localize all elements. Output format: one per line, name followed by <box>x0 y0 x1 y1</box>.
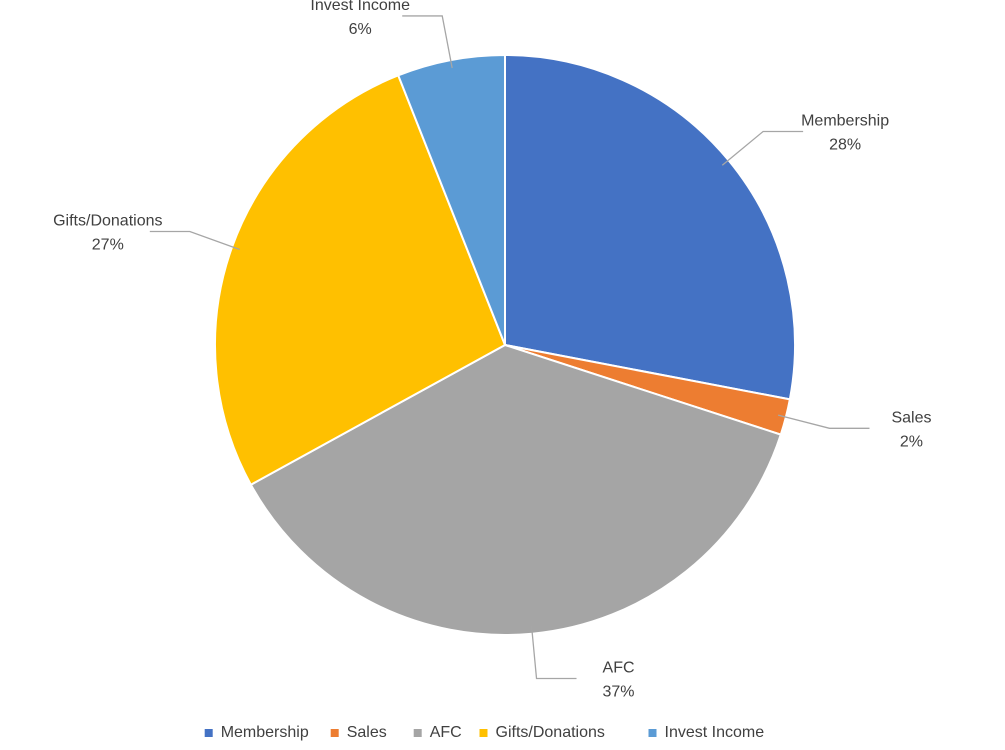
data-label: 6% <box>349 21 372 38</box>
legend-swatch <box>330 729 339 737</box>
legend-label: Gifts/Donations <box>496 724 605 741</box>
data-label-name: Membership <box>801 113 889 130</box>
legend-label: Membership <box>221 724 309 741</box>
legend-label: AFC <box>430 724 462 741</box>
data-label-name: AFC <box>603 660 635 677</box>
leader-line <box>777 414 870 429</box>
leader-line <box>530 625 577 680</box>
legend-swatch <box>479 729 488 737</box>
leader-line <box>721 130 804 166</box>
leader-line <box>149 230 240 251</box>
legend-label: Sales <box>347 724 387 741</box>
legend-swatch <box>413 729 422 737</box>
legend-label: Invest Income <box>665 724 765 741</box>
legend-swatch <box>204 729 213 737</box>
data-label-name: Gifts/Donations <box>53 213 162 230</box>
data-label-name: Invest Income <box>310 0 410 14</box>
data-label: 2% <box>900 434 923 451</box>
legend-swatch <box>648 729 657 737</box>
data-label-name: Sales <box>891 410 931 427</box>
pie-slice <box>504 53 796 401</box>
data-label: 37% <box>603 684 635 701</box>
data-label: 28% <box>829 137 861 154</box>
data-label: 27% <box>92 237 124 254</box>
leader-line <box>402 15 453 69</box>
